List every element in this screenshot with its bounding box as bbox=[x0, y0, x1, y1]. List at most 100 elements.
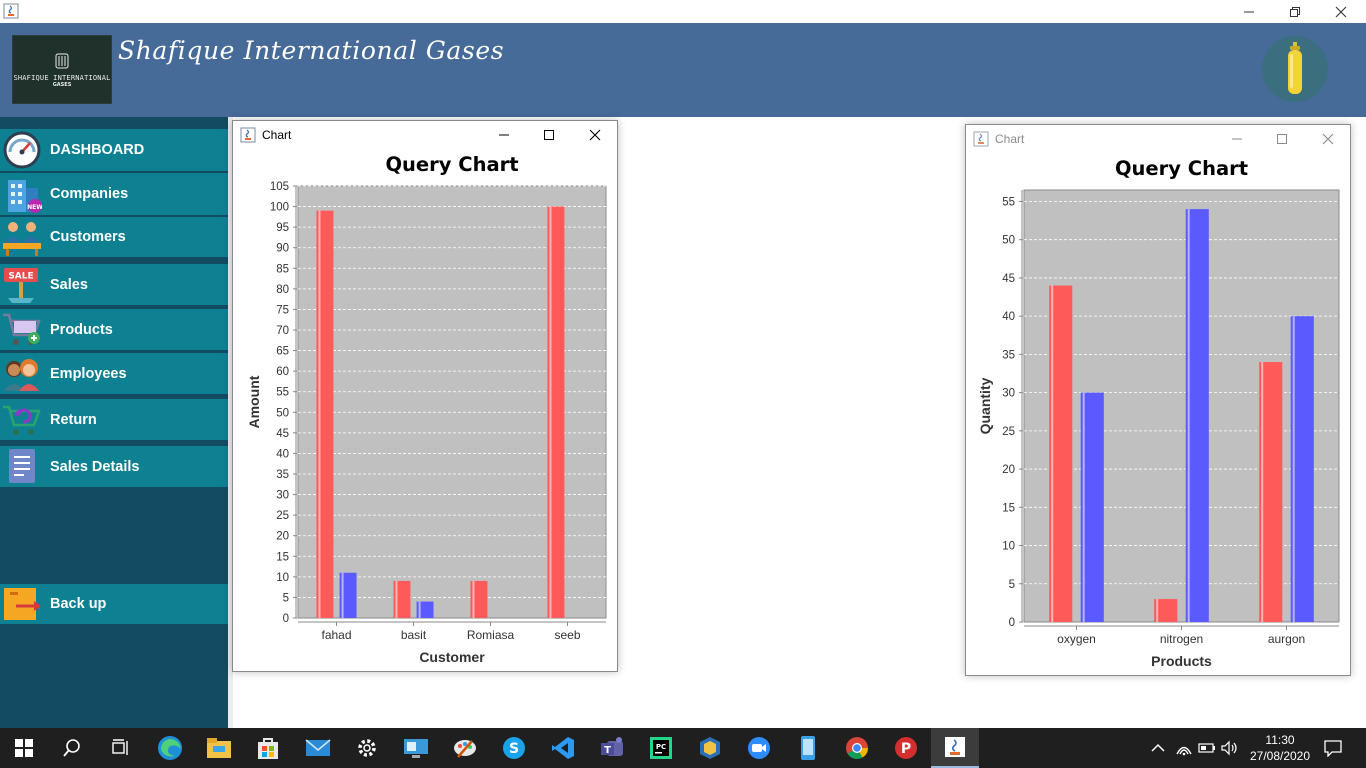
sidebar-item-return[interactable]: Return bbox=[0, 399, 228, 440]
sidebar-item-employees[interactable]: Employees bbox=[0, 353, 228, 394]
app-header: SHAFIQUE INTERNATIONAL GASES Shafique In… bbox=[0, 23, 1366, 117]
sidebar-item-label: Sales Details bbox=[50, 458, 140, 475]
taskbar-app-psiphon[interactable]: P bbox=[882, 728, 930, 768]
y-tick-label: 20 bbox=[1002, 464, 1015, 476]
remote-desktop-icon bbox=[404, 739, 428, 758]
bar-highlight bbox=[549, 206, 552, 619]
taskbar-app-chrome[interactable] bbox=[833, 728, 881, 768]
start-button[interactable] bbox=[0, 728, 48, 768]
y-tick-label: 25 bbox=[1002, 426, 1015, 438]
logo-emblem-icon bbox=[55, 53, 69, 68]
battery-button[interactable] bbox=[1196, 728, 1218, 768]
sidebar-item-products[interactable]: Products bbox=[0, 309, 228, 350]
start-icon bbox=[15, 739, 33, 757]
close-icon bbox=[589, 129, 600, 141]
taskbar-app-settings[interactable] bbox=[343, 728, 391, 768]
document-icon bbox=[9, 449, 35, 483]
app-title: Shafique International Gases bbox=[118, 36, 505, 65]
paint-icon bbox=[454, 740, 476, 758]
window-restore-button[interactable] bbox=[1272, 0, 1318, 23]
y-tick-label: 45 bbox=[1002, 273, 1015, 285]
volume-button[interactable] bbox=[1218, 728, 1240, 768]
y-tick-label: 105 bbox=[270, 181, 289, 193]
speaker-icon bbox=[1221, 740, 1237, 756]
y-tick-label: 15 bbox=[276, 551, 289, 563]
taskbar-clock[interactable]: 11:30 27/08/2020 bbox=[1240, 732, 1320, 764]
taskbar-app-java[interactable] bbox=[931, 728, 979, 768]
chart-minimize-button[interactable] bbox=[1214, 125, 1259, 153]
chart-window-title-bar[interactable]: Chart bbox=[233, 121, 617, 149]
taskbar-app-paint[interactable] bbox=[441, 728, 489, 768]
window-minimize-button[interactable] bbox=[1226, 0, 1272, 23]
window-title-bar bbox=[0, 0, 1366, 23]
taskbar-app-virtualbox[interactable] bbox=[686, 728, 734, 768]
company-logo: SHAFIQUE INTERNATIONAL GASES bbox=[12, 35, 112, 104]
taskbar-app-pycharm[interactable]: PC bbox=[637, 728, 685, 768]
chart-maximize-button[interactable] bbox=[526, 121, 571, 149]
y-tick-label: 35 bbox=[1002, 349, 1015, 361]
bar-nitrogen-series-1 bbox=[1154, 599, 1178, 622]
y-tick-label: 40 bbox=[1002, 311, 1015, 323]
chrome-icon bbox=[846, 737, 868, 759]
task-view-button[interactable] bbox=[96, 728, 144, 768]
sidebar-item-backup[interactable]: Back up bbox=[0, 584, 228, 624]
sidebar-item-sales-details[interactable]: Sales Details bbox=[0, 446, 228, 487]
taskbar-app-remote-desktop[interactable] bbox=[392, 728, 440, 768]
restore-icon bbox=[1290, 6, 1300, 17]
chart-window-products[interactable]: Chart 0 5 10 15 20 25 30 35 40 45 50 55 oxygen nitrog… bbox=[965, 124, 1351, 676]
y-tick-label: 55 bbox=[1002, 196, 1015, 208]
file-explorer-icon bbox=[207, 738, 231, 758]
taskbar-app-phone[interactable] bbox=[784, 728, 832, 768]
bar-highlight bbox=[341, 572, 344, 618]
window-close-button[interactable] bbox=[1318, 0, 1364, 23]
y-tick-label: 100 bbox=[270, 202, 289, 214]
sidebar-item-label: Sales bbox=[50, 276, 88, 293]
sidebar-item-companies[interactable]: NEW Companies bbox=[0, 173, 228, 215]
svg-text:NEW: NEW bbox=[27, 204, 42, 211]
x-tick-label: oxygen bbox=[1057, 632, 1096, 646]
sidebar-item-label: Products bbox=[50, 321, 113, 338]
chart-minimize-button[interactable] bbox=[481, 121, 526, 149]
close-icon bbox=[1335, 6, 1347, 17]
sidebar-item-dashboard[interactable]: DASHBOARD bbox=[0, 129, 228, 171]
taskbar-app-edge[interactable] bbox=[146, 728, 194, 768]
y-tick-label: 0 bbox=[283, 613, 289, 625]
building-icon: NEW bbox=[8, 180, 42, 213]
pycharm-icon: PC bbox=[650, 737, 672, 759]
chart-maximize-button[interactable] bbox=[1259, 125, 1304, 153]
chart-close-button[interactable] bbox=[572, 121, 617, 149]
taskbar-app-vscode[interactable] bbox=[539, 728, 587, 768]
network-button[interactable] bbox=[1172, 728, 1196, 768]
gas-cylinder-badge bbox=[1262, 36, 1328, 102]
y-tick-label: 0 bbox=[1009, 617, 1015, 629]
show-hidden-icons-button[interactable] bbox=[1136, 728, 1180, 768]
chart-window-customers[interactable]: Chart 0 5 10 15 20 25 30 35 40 45 50 55 60 65 70 75 80 85… bbox=[232, 120, 618, 672]
task-view-icon bbox=[112, 739, 128, 755]
taskbar-app-skype[interactable]: S bbox=[490, 728, 538, 768]
taskbar-app-zoom[interactable] bbox=[735, 728, 783, 768]
logo-text: SHAFIQUE INTERNATIONAL bbox=[13, 73, 111, 82]
sidebar-item-customers[interactable]: Customers bbox=[0, 217, 228, 257]
bar-aurgon-series-2 bbox=[1290, 316, 1314, 622]
taskbar-search-button[interactable] bbox=[48, 728, 96, 768]
svg-text:S: S bbox=[509, 741, 519, 757]
battery-icon bbox=[1198, 743, 1215, 753]
taskbar-app-file-explorer[interactable] bbox=[195, 728, 243, 768]
bar-chart-quantity-by-product: 0 5 10 15 20 25 30 35 40 45 50 55 oxygen nitrogen aurg… bbox=[977, 157, 1340, 669]
notifications-button[interactable] bbox=[1310, 728, 1356, 768]
minimize-icon bbox=[1244, 11, 1254, 12]
minimize-icon bbox=[498, 134, 509, 136]
chart-window-title-bar[interactable]: Chart bbox=[966, 125, 1350, 153]
chart-close-button[interactable] bbox=[1305, 125, 1350, 153]
y-tick-label: 80 bbox=[276, 284, 289, 296]
taskbar-app-mail[interactable] bbox=[294, 728, 342, 768]
sidebar-item-sales[interactable]: SALE Sales bbox=[0, 264, 228, 305]
x-tick-label: nitrogen bbox=[1160, 632, 1203, 646]
bar-highlight bbox=[318, 210, 321, 618]
employees-icon bbox=[4, 359, 39, 391]
taskbar-app-store[interactable] bbox=[244, 728, 292, 768]
return-cart-icon bbox=[3, 405, 41, 435]
bar-nitrogen-series-2 bbox=[1185, 209, 1209, 622]
taskbar-app-teams[interactable]: T bbox=[588, 728, 636, 768]
y-tick-label: 65 bbox=[276, 346, 289, 358]
